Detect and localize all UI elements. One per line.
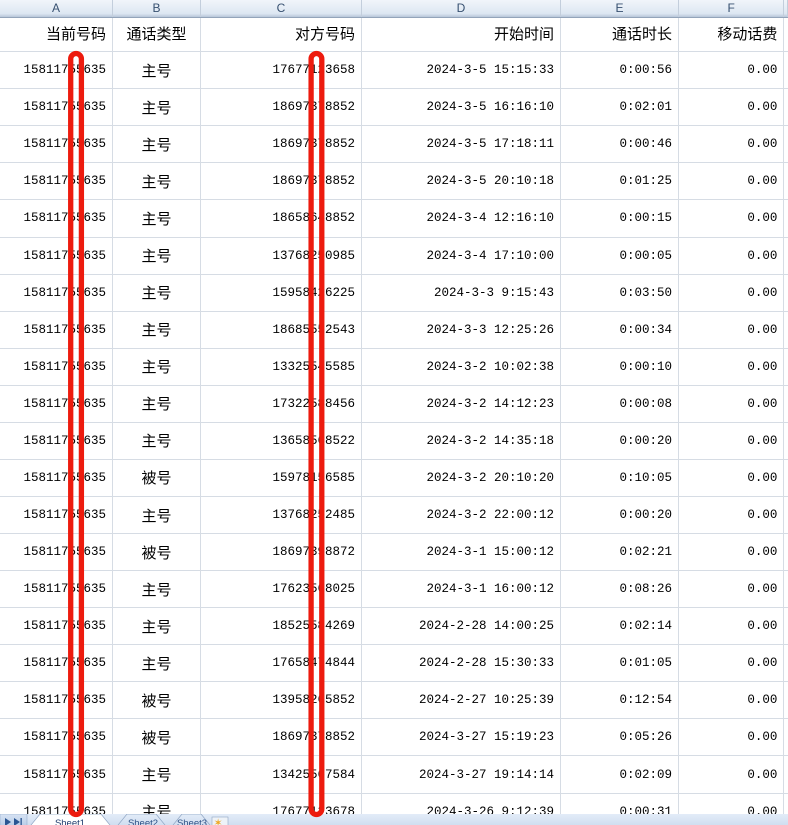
svg-text:Sheet1: Sheet1 <box>55 818 85 825</box>
svg-text:Sheet3: Sheet3 <box>177 818 207 825</box>
svg-text:Sheet2: Sheet2 <box>128 818 158 825</box>
svg-text:✶: ✶ <box>214 818 223 825</box>
